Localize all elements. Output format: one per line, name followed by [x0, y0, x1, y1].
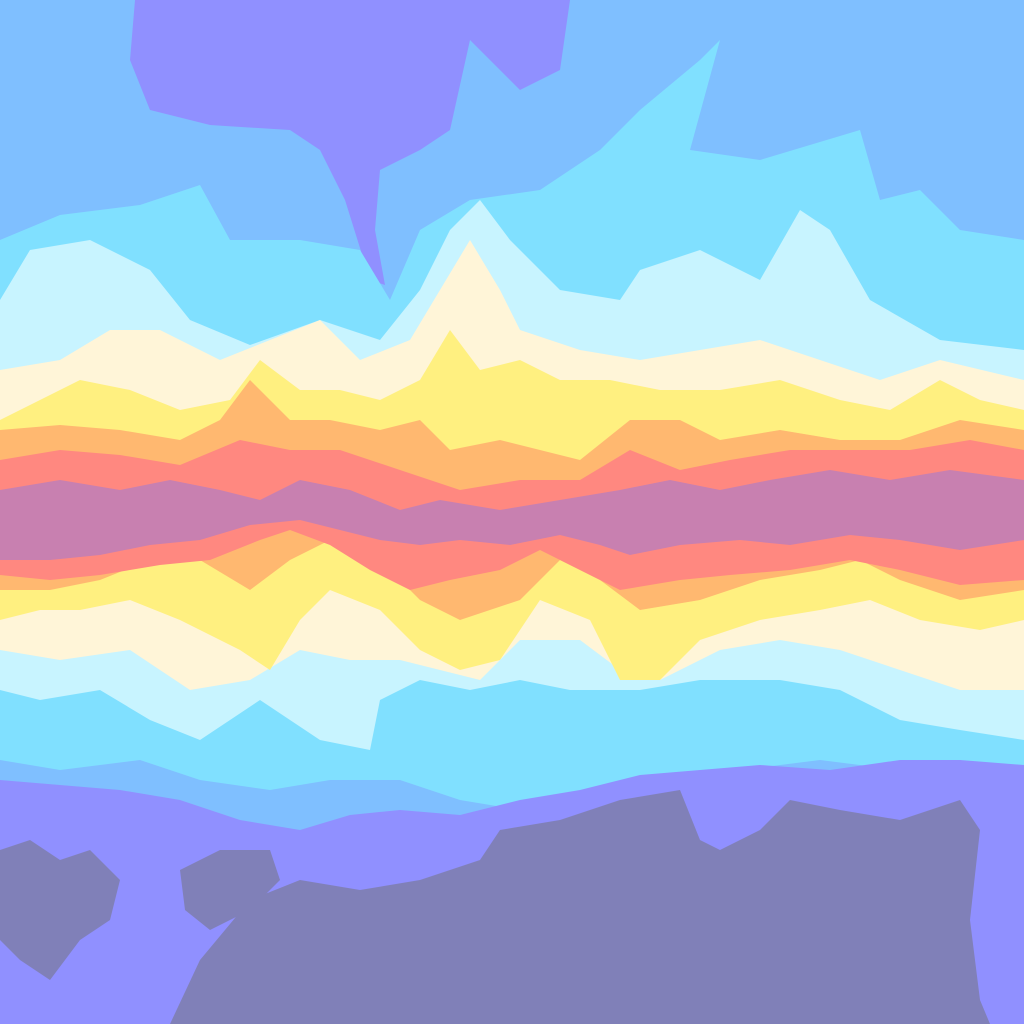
coldest-bottom-region — [170, 790, 990, 1024]
coldest-bottom-patch — [180, 850, 280, 930]
band-mauve — [0, 470, 1024, 560]
coldest-bottom-patch — [0, 840, 120, 980]
cold-top-blob — [130, 0, 570, 285]
